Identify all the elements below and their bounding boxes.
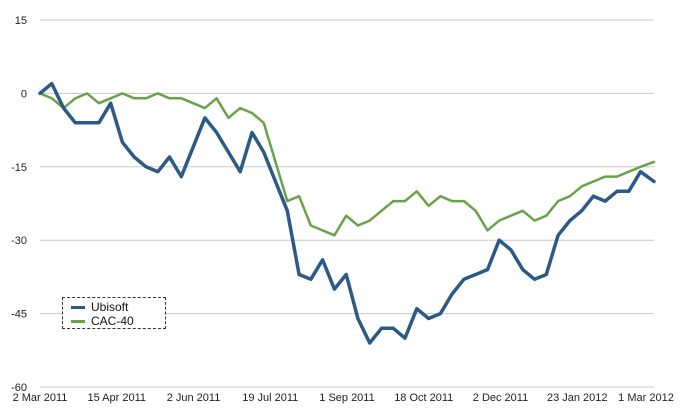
y-tick-label: -15: [11, 162, 27, 174]
y-tick-label: -45: [11, 309, 27, 321]
x-tick-label: 19 Jul 2011: [242, 392, 298, 404]
x-tick-label: 2 Jun 2011: [167, 392, 221, 404]
y-tick-label: -60: [11, 382, 27, 394]
legend-swatch-cac40: [71, 319, 85, 323]
y-tick-label: 15: [15, 15, 27, 27]
legend-label-cac40: CAC-40: [91, 314, 134, 328]
series-line-cac40: [38, 92, 656, 237]
series-line-ubisoft: [38, 81, 656, 345]
legend: Ubisoft CAC-40: [62, 297, 166, 329]
x-tick-label: 1 Sep 2011: [319, 392, 374, 404]
x-tick-label: 15 Apr 2011: [87, 392, 146, 404]
legend-swatch-ubisoft: [71, 305, 85, 309]
x-tick-label: 2 Dec 2011: [473, 392, 528, 404]
y-tick-label: 0: [21, 88, 27, 100]
legend-label-ubisoft: Ubisoft: [91, 300, 129, 314]
x-tick-label: 23 Jan 2012: [547, 392, 608, 404]
legend-entry-ubisoft: Ubisoft: [63, 300, 165, 314]
x-tick-label: 1 Mar 2012: [618, 392, 674, 404]
x-axis-ticks: 2 Mar 2011 15 Apr 2011 2 Jun 2011 19 Jul 20…: [13, 392, 674, 404]
y-axis-ticks: 15 0 -15 -30 -45 -60: [11, 15, 27, 394]
x-tick-label: 2 Mar 2011: [13, 392, 68, 404]
grid-lines: [40, 19, 654, 388]
x-tick-label: 18 Oct 2011: [394, 392, 453, 404]
series-lines: [38, 81, 656, 345]
y-tick-label: -30: [11, 235, 27, 247]
legend-entry-cac40: CAC-40: [63, 314, 165, 328]
